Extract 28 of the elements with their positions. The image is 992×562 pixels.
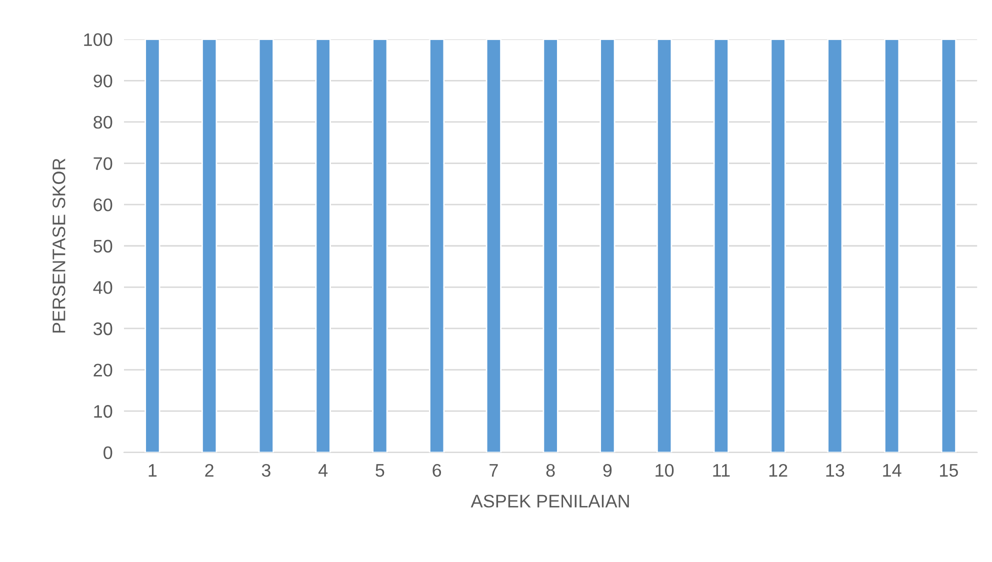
x-tick-label: 13 (826, 464, 844, 477)
x-tick-label: 5 (376, 464, 384, 477)
y-tick-label: 100 (84, 33, 112, 46)
y-tick-label: 0 (104, 446, 112, 460)
y-tick-label: 70 (94, 157, 112, 170)
y-tick-label: 40 (93, 281, 112, 294)
y-tick-label: 50 (94, 240, 112, 253)
y-tick-label: 60 (94, 198, 112, 212)
x-tick-label: 9 (603, 464, 612, 477)
x-tick-label: 1 (148, 464, 157, 477)
x-tick-label: 8 (546, 464, 555, 477)
x-tick-label: 7 (490, 464, 498, 477)
y-tick-label: 20 (94, 364, 112, 377)
x-tick-label: 4 (318, 464, 328, 477)
y-tick-label: 30 (93, 322, 112, 336)
y-tick-label: 80 (94, 116, 112, 129)
y-axis-title: PERSENTASE SKOR (52, 158, 66, 333)
x-tick-label: 6 (432, 464, 442, 477)
x-tick-label: 3 (262, 464, 270, 477)
x-tick-label: 2 (205, 464, 214, 477)
x-tick-label: 14 (883, 464, 902, 477)
x-axis-title: ASPEK PENILAIAN (470, 494, 629, 508)
y-tick-label: 90 (94, 74, 112, 88)
x-tick-label: 15 (940, 464, 958, 477)
x-tick-label: 12 (769, 464, 788, 477)
x-tick-label: 11 (713, 464, 730, 477)
x-tick-label: 10 (656, 464, 674, 477)
y-tick-label: 10 (94, 405, 112, 418)
